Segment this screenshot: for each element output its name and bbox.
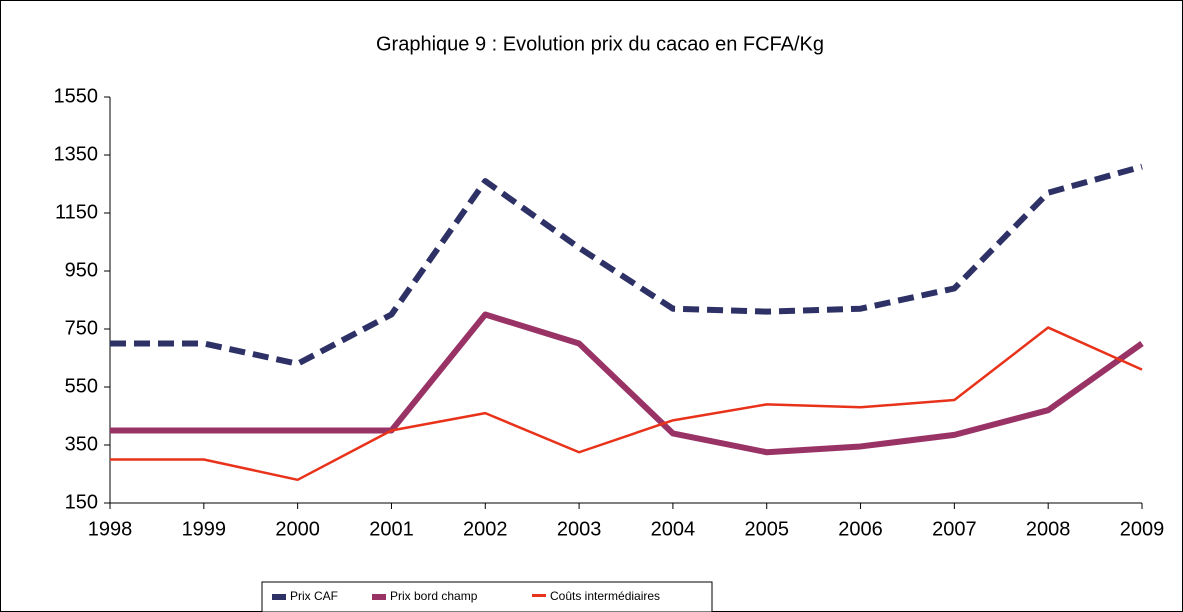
x-tick-label: 2005 [744, 518, 789, 540]
legend-swatch [532, 594, 546, 597]
y-tick-label: 150 [65, 491, 98, 513]
y-tick-label: 1350 [54, 143, 99, 165]
legend-label: Prix CAF [290, 589, 338, 603]
y-tick-label: 750 [65, 317, 98, 339]
y-tick-label: 550 [65, 375, 98, 397]
x-tick-label: 1999 [182, 518, 227, 540]
x-tick-label: 2002 [463, 518, 508, 540]
x-tick-label: 1998 [88, 518, 133, 540]
legend-label: Prix bord champ [390, 589, 478, 603]
legend-label: Coûts intermédiaires [550, 589, 660, 603]
legend-box [261, 581, 713, 612]
legend-swatch [372, 594, 386, 600]
x-tick-label: 2007 [932, 518, 977, 540]
legend-swatch [272, 594, 286, 600]
x-tick-label: 2001 [369, 518, 414, 540]
x-tick-label: 2008 [1026, 518, 1071, 540]
x-tick-label: 2006 [838, 518, 883, 540]
x-tick-label: 2003 [557, 518, 602, 540]
x-tick-label: 2004 [651, 518, 696, 540]
y-tick-label: 1550 [54, 85, 99, 107]
line-series [110, 163, 1143, 367]
y-tick-label: 1150 [55, 201, 98, 223]
y-tick-label: 350 [65, 433, 98, 455]
x-tick-label: 2009 [1120, 518, 1165, 540]
line-series [110, 311, 1144, 456]
chart-title: Graphique 9 : Evolution prix du cacao en… [376, 33, 824, 55]
x-tick-label: 2000 [275, 518, 320, 540]
line-series [110, 326, 1143, 482]
y-tick-label: 950 [65, 259, 98, 281]
